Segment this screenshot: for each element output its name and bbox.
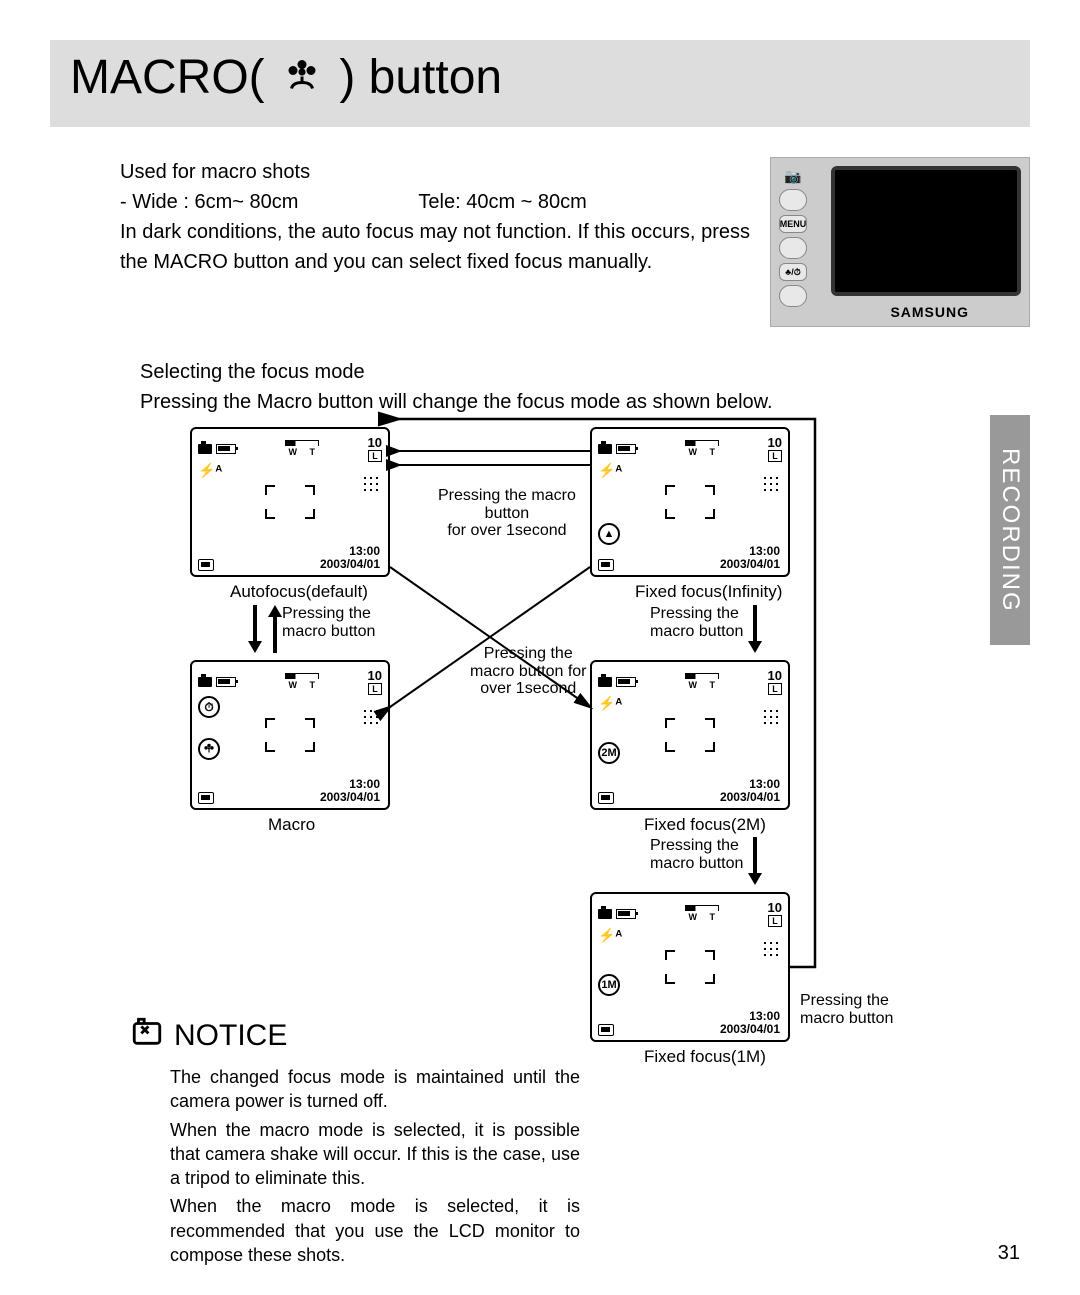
arrow-down-icon	[248, 605, 262, 653]
camera-thumbnail: 📷 MENU ♣/⏱ SAMSUNG	[770, 157, 1030, 327]
press-label-left: Pressing themacro button	[282, 605, 375, 640]
label-1m: Fixed focus(1M)	[644, 1047, 766, 1067]
label-macro: Macro	[268, 815, 315, 835]
flower-icon	[278, 51, 326, 99]
press-label-1m: Pressing themacro button	[800, 992, 893, 1027]
camera-lcd	[831, 166, 1021, 296]
shots-remaining: 10	[368, 435, 382, 450]
lcd-infinity: W T 10L ⚡ᴬ 13:002003/04/01	[590, 427, 790, 577]
battery-icon	[216, 444, 236, 454]
focus-brackets	[265, 485, 315, 519]
lcd-autofocus: W T 10L ⚡ᴬ 13:002003/04/01	[190, 427, 390, 577]
battery-icon	[616, 444, 636, 454]
flash-icon: ⚡ᴬ	[598, 463, 622, 477]
camera-icon	[598, 444, 612, 454]
camera-icon	[198, 444, 212, 454]
notice-title: NOTICE	[174, 1019, 287, 1053]
cross-arrow-label: Pressing the macro button for over 1seco…	[470, 645, 587, 698]
intro-line1: Used for macro shots	[120, 157, 750, 187]
card-icon	[198, 559, 214, 571]
subheading-line2: Pressing the Macro button will change th…	[140, 387, 1030, 417]
arrow-down-icon	[748, 605, 762, 653]
brand-label: SAMSUNG	[890, 304, 969, 320]
intro-tele: Tele: 40cm ~ 80cm	[418, 187, 586, 217]
macro-button-label: ♣/⏱	[779, 263, 807, 281]
lcd-2m: W T 10L ⚡ᴬ2M 13:002003/04/01	[590, 660, 790, 810]
flash-icon: ⚡ᴬ	[598, 696, 622, 710]
label-autofocus: Autofocus(default)	[230, 582, 368, 602]
label-2m: Fixed focus(2M)	[644, 815, 766, 835]
camera-button	[779, 189, 807, 211]
arrow-up-icon	[268, 605, 282, 653]
notice-p2: When the macro mode is selected, it is p…	[170, 1118, 580, 1191]
intro-section: Used for macro shots - Wide : 6cm~ 80cm …	[50, 157, 1030, 327]
menu-button: MENU	[779, 215, 807, 233]
flash-icon: ⚡ᴬ	[198, 463, 222, 477]
camera-icon: 📷	[784, 168, 801, 185]
top-arrow-label: Pressing the macro button for over 1seco…	[438, 487, 576, 540]
camera-button	[779, 285, 807, 307]
page-number: 31	[998, 1242, 1020, 1265]
quality-icon	[362, 475, 380, 493]
intro-para: In dark conditions, the auto focus may n…	[120, 217, 750, 277]
page-title: MACRO( ) button	[70, 50, 502, 105]
flower-icon	[198, 738, 220, 760]
notice-section: NOTICE The changed focus mode is maintai…	[130, 1015, 580, 1267]
press-label-right2: Pressing themacro button	[650, 837, 743, 872]
lcd-1m: W T 10L ⚡ᴬ1M 13:002003/04/01	[590, 892, 790, 1042]
label-infinity: Fixed focus(Infinity)	[635, 582, 782, 602]
page-title-banner: MACRO( ) button	[50, 40, 1030, 127]
arrow-down-icon	[748, 837, 762, 885]
1m-badge-icon: 1M	[598, 974, 620, 996]
mountain-icon	[598, 523, 620, 545]
image-size-icon: L	[368, 450, 382, 462]
2m-badge-icon: 2M	[598, 742, 620, 764]
flash-icon: ⚡ᴬ	[598, 928, 622, 942]
subheading-line1: Selecting the focus mode	[140, 357, 1030, 387]
intro-wide: - Wide : 6cm~ 80cm	[120, 187, 298, 217]
zoom-bar-icon	[285, 440, 319, 446]
notice-p1: The changed focus mode is maintained unt…	[170, 1065, 580, 1114]
lcd-macro: W T 10L 13:002003/04/01	[190, 660, 390, 810]
camera-button	[779, 237, 807, 259]
notice-icon	[130, 1015, 164, 1057]
zoom-bar-icon	[685, 440, 719, 446]
timer-icon	[198, 696, 220, 718]
notice-p3: When the macro mode is selected, it is r…	[170, 1194, 580, 1267]
arrow-top-long	[390, 445, 590, 475]
subheading: Selecting the focus mode Pressing the Ma…	[50, 357, 1030, 417]
press-label-right1: Pressing themacro button	[650, 605, 743, 640]
